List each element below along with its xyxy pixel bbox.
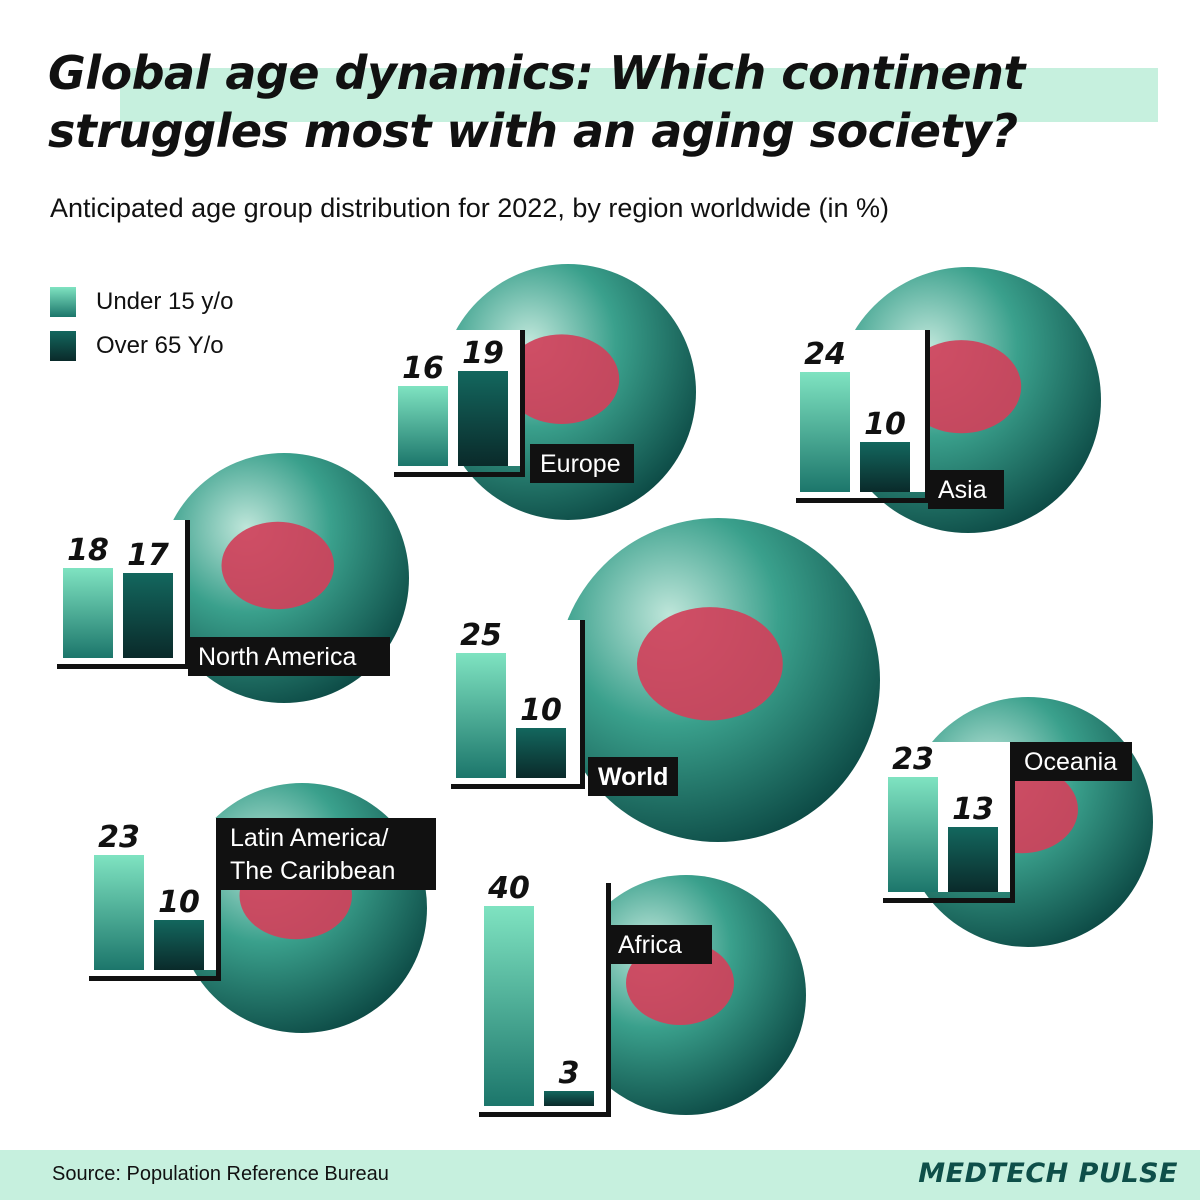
- bar-under15-africa: [484, 906, 534, 1106]
- frame-line-latin-america: [216, 818, 221, 981]
- region-label-box-oceania: [1014, 742, 1132, 781]
- region-label-latin-america-line-1: Latin America/: [230, 824, 388, 852]
- legend: Under 15 y/o Over 65 Y/o: [50, 280, 233, 368]
- region-group-north-america: 18 17 North America: [55, 453, 409, 703]
- globe-highlight-europe: [503, 334, 620, 425]
- value-label-over65-asia: 10: [864, 407, 906, 442]
- bar-over65-asia: [860, 442, 910, 492]
- value-label-under15-latin-america: 23: [98, 820, 140, 855]
- region-group-oceania: 23 13 Oceania: [880, 697, 1153, 947]
- legend-item-over65: Over 65 Y/o: [50, 324, 233, 368]
- frame-line-europe: [520, 330, 525, 477]
- value-label-over65-oceania: 13: [952, 792, 994, 827]
- bar-under15-north-america: [63, 568, 113, 658]
- baseline-africa: [479, 1112, 611, 1117]
- value-label-over65-latin-america: 10: [158, 885, 200, 920]
- value-label-over65-world: 10: [520, 693, 562, 728]
- bar-over65-africa: [544, 1091, 594, 1106]
- bar-under15-asia: [800, 372, 850, 492]
- legend-swatch-over65: [50, 331, 76, 361]
- brand-logo: MEDTECH PULSE: [918, 1158, 1178, 1189]
- bar-over65-europe: [458, 371, 508, 466]
- region-label-world-line-1: World: [598, 763, 668, 791]
- globe-highlight-asia: [901, 340, 1022, 434]
- frame-line-world: [580, 620, 585, 789]
- baseline-north-america: [57, 664, 190, 669]
- bar-over65-north-america: [123, 573, 173, 658]
- frame-line-africa: [606, 883, 611, 1117]
- region-group-asia: 24 10 Asia: [792, 267, 1101, 533]
- legend-item-under15: Under 15 y/o: [50, 280, 233, 324]
- region-label-africa-line-1: Africa: [618, 931, 682, 959]
- bar-under15-latin-america: [94, 855, 144, 970]
- region-label-box-asia: [928, 470, 1004, 509]
- region-group-europe: 16 19 Europe: [390, 264, 696, 520]
- source-note: Source: Population Reference Bureau: [52, 1163, 389, 1185]
- globe-highlight-north-america: [221, 521, 334, 610]
- value-label-under15-asia: 24: [804, 337, 846, 372]
- region-label-latin-america-line-2: The Caribbean: [230, 857, 395, 885]
- legend-swatch-under15: [50, 287, 76, 317]
- legend-label-under15: Under 15 y/o: [96, 288, 234, 315]
- bar-over65-latin-america: [154, 920, 204, 970]
- value-label-under15-world: 25: [460, 618, 502, 653]
- chart-title-line-1: Global age dynamics: Which continent: [48, 46, 1025, 100]
- footer: Source: Population Reference Bureau MEDT…: [0, 1150, 1200, 1200]
- globe-highlight-world: [637, 607, 783, 721]
- bar-under15-oceania: [888, 777, 938, 892]
- baseline-latin-america: [89, 976, 221, 981]
- region-group-latin-america: 23 10 Latin America/The Caribbean: [86, 783, 436, 1033]
- region-label-box-europe: [530, 444, 634, 483]
- region-label-europe-line-1: Europe: [540, 450, 621, 478]
- bar-under15-world: [456, 653, 506, 778]
- value-label-over65-africa: 3: [559, 1056, 580, 1091]
- value-label-under15-europe: 16: [402, 351, 444, 386]
- region-label-box-world: [588, 757, 678, 796]
- region-label-asia-line-1: Asia: [938, 476, 987, 504]
- frame-line-north-america: [185, 520, 190, 669]
- chart-title-line-2: struggles most with an aging society?: [48, 104, 1018, 158]
- region-label-north-america-line-1: North America: [198, 643, 356, 671]
- legend-label-over65: Over 65 Y/o: [96, 332, 224, 359]
- region-label-box-latin-america: [220, 818, 436, 890]
- region-group-africa: 40 3 Africa: [476, 871, 806, 1117]
- title-highlight: [120, 68, 1158, 122]
- region-label-box-north-america: [188, 637, 390, 676]
- value-label-under15-north-america: 18: [67, 533, 109, 568]
- value-label-over65-north-america: 17: [127, 538, 169, 573]
- region-label-box-africa: [608, 925, 712, 964]
- bar-over65-world: [516, 728, 566, 778]
- frame-line-asia: [925, 330, 930, 503]
- bar-over65-oceania: [948, 827, 998, 892]
- value-label-under15-africa: 40: [487, 871, 530, 906]
- value-label-under15-oceania: 23: [892, 742, 934, 777]
- frame-line-oceania: [1010, 742, 1015, 903]
- chart-subtitle: Anticipated age group distribution for 2…: [50, 193, 889, 223]
- region-label-oceania-line-1: Oceania: [1024, 748, 1117, 776]
- baseline-asia: [796, 498, 930, 503]
- baseline-europe: [394, 472, 525, 477]
- region-group-world: 25 10 World: [448, 518, 880, 842]
- baseline-world: [451, 784, 585, 789]
- baseline-oceania: [883, 898, 1015, 903]
- value-label-over65-europe: 19: [462, 336, 504, 371]
- bar-under15-europe: [398, 386, 448, 466]
